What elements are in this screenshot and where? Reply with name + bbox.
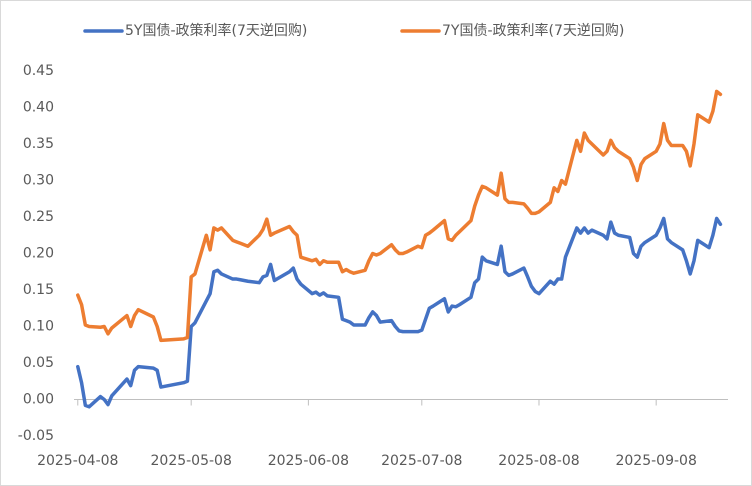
line-series	[76, 216, 723, 409]
y-tick-label: 0.25	[23, 209, 54, 225]
y-tick-label: 0.15	[23, 282, 54, 298]
x-tick-label: 2025-07-08	[381, 453, 462, 469]
y-tick-label: 0.30	[23, 173, 54, 189]
y-tick-label: 0.05	[23, 355, 54, 371]
x-tick-label: 2025-09-08	[615, 453, 696, 469]
x-tick-label: 2025-05-08	[151, 453, 232, 469]
y-tick-label: 0.35	[23, 136, 54, 152]
y-tick-label: 0.10	[23, 319, 54, 335]
legend-label: 7Y国债-政策利率(7天逆回购)	[442, 22, 624, 39]
y-tick-label: 0.00	[23, 392, 54, 408]
y-tick-label: 0.20	[23, 246, 54, 262]
y-tick-label: 0.45	[23, 63, 54, 79]
line-series	[76, 89, 723, 343]
x-tick-label: 2025-08-08	[498, 453, 579, 469]
legend-label: 5Y国债-政策利率(7天逆回购)	[125, 22, 307, 39]
y-tick-label: -0.05	[18, 428, 54, 444]
x-tick-label: 2025-06-08	[268, 453, 349, 469]
y-tick-label: 0.40	[23, 100, 54, 116]
x-tick-label: 2025-04-08	[37, 453, 118, 469]
